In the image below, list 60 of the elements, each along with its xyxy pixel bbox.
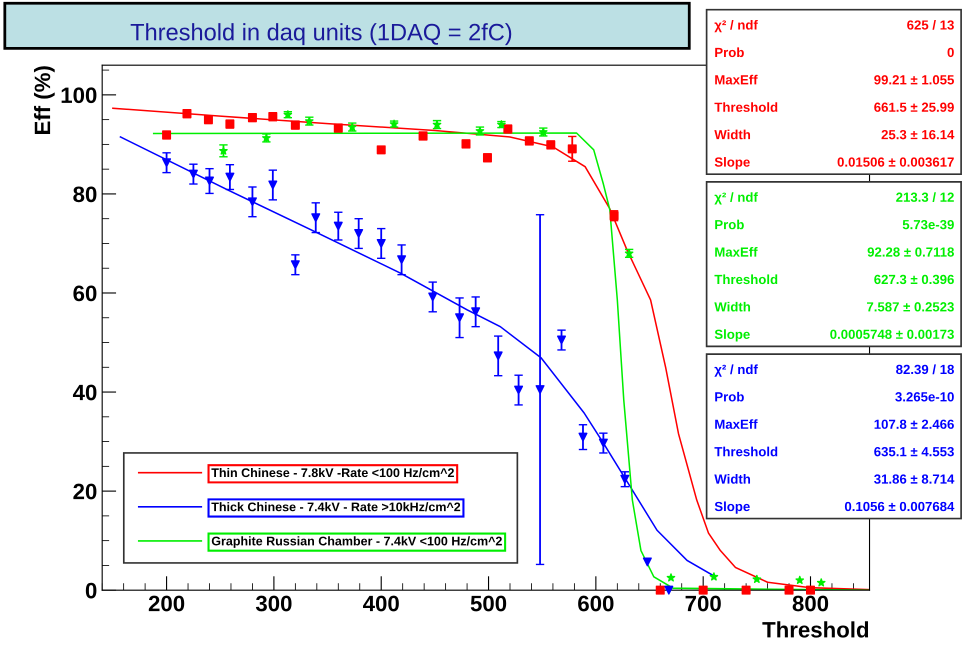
y-tick-label: 20 bbox=[73, 484, 96, 500]
point bbox=[204, 115, 213, 124]
point bbox=[219, 146, 228, 155]
point bbox=[455, 313, 464, 322]
point bbox=[742, 586, 751, 595]
point bbox=[248, 197, 257, 206]
point bbox=[698, 586, 708, 595]
y-tick-label: 80 bbox=[73, 186, 96, 202]
x-tick-label: 600 bbox=[578, 596, 614, 612]
point bbox=[752, 574, 762, 584]
point bbox=[428, 292, 438, 302]
point bbox=[557, 336, 566, 345]
point bbox=[620, 474, 630, 484]
point bbox=[376, 145, 386, 154]
y-tick-label: 60 bbox=[73, 286, 96, 302]
point bbox=[666, 573, 676, 582]
x-tick-label: 500 bbox=[470, 596, 506, 612]
point bbox=[598, 438, 608, 448]
y-tick-label: 40 bbox=[72, 384, 96, 400]
legend-label: Graphite Russian Chamber - 7.4kV <100 Hz/cm^2 bbox=[212, 536, 502, 548]
point bbox=[536, 385, 545, 394]
point bbox=[664, 586, 674, 595]
point bbox=[188, 170, 198, 179]
point bbox=[494, 351, 503, 360]
legend-label: Thin Chinese - 7.8kV -Rate <100 Hz/cm^2 bbox=[211, 468, 454, 478]
point bbox=[225, 172, 234, 182]
y-tick-label: 100 bbox=[62, 87, 96, 104]
point bbox=[642, 557, 652, 566]
point bbox=[514, 386, 524, 395]
legend-label: Thick Chinese - 7.4kV - Rate >10kHz/cm^2 bbox=[211, 502, 460, 512]
point bbox=[354, 229, 364, 238]
point bbox=[268, 180, 278, 190]
x-tick-label: 700 bbox=[686, 596, 721, 612]
x-tick-label: 800 bbox=[792, 596, 828, 612]
text: χ² / ndf 82.39 / 18 Prob 3.265e-10 MaxEff 107.8 ± 2.466 Threshold 635.1 ± 4.553 Width 31.86 ± 8.714 Slope 0.1056 ± 0.007684 bbox=[714, 364, 954, 514]
point bbox=[162, 158, 172, 168]
point bbox=[334, 222, 343, 231]
x-tick-label: 300 bbox=[256, 596, 292, 612]
x-axis-title: Threshold bbox=[762, 621, 868, 638]
y-tick-label: 0 bbox=[86, 582, 96, 598]
point bbox=[710, 572, 718, 581]
point bbox=[471, 307, 480, 316]
text: χ² / ndf 213.3 / 12 Prob 5.73e-39 MaxEff 92.28 ± 0.7118 Threshold 627.3 ± 0.396 Width 7.587 ± 0.2523 Slope 0.0005748 ± 0.00173 bbox=[714, 192, 954, 342]
point bbox=[290, 260, 300, 270]
point bbox=[205, 176, 214, 186]
text: χ² / ndf 625 / 13 Prob 0 MaxEff 99.21 ± 1.055 Threshold 661.5 ± 25.99 Width 25.3 ± 16.14 Slope 0.01506 ± 0.003617 bbox=[714, 20, 954, 170]
point bbox=[656, 586, 665, 595]
x-tick-label: 200 bbox=[148, 596, 184, 612]
point bbox=[376, 238, 386, 248]
point bbox=[311, 213, 320, 222]
y-axis-title: Eff (%) bbox=[34, 66, 55, 134]
point bbox=[568, 144, 577, 154]
x-tick-label: 400 bbox=[363, 596, 399, 612]
point bbox=[806, 586, 815, 595]
point bbox=[397, 255, 406, 264]
chart-title: Threshold in daq units (1DAQ = 2fC) bbox=[130, 23, 512, 46]
point bbox=[795, 576, 804, 584]
point bbox=[784, 586, 794, 595]
point bbox=[578, 432, 588, 442]
point bbox=[816, 578, 826, 587]
